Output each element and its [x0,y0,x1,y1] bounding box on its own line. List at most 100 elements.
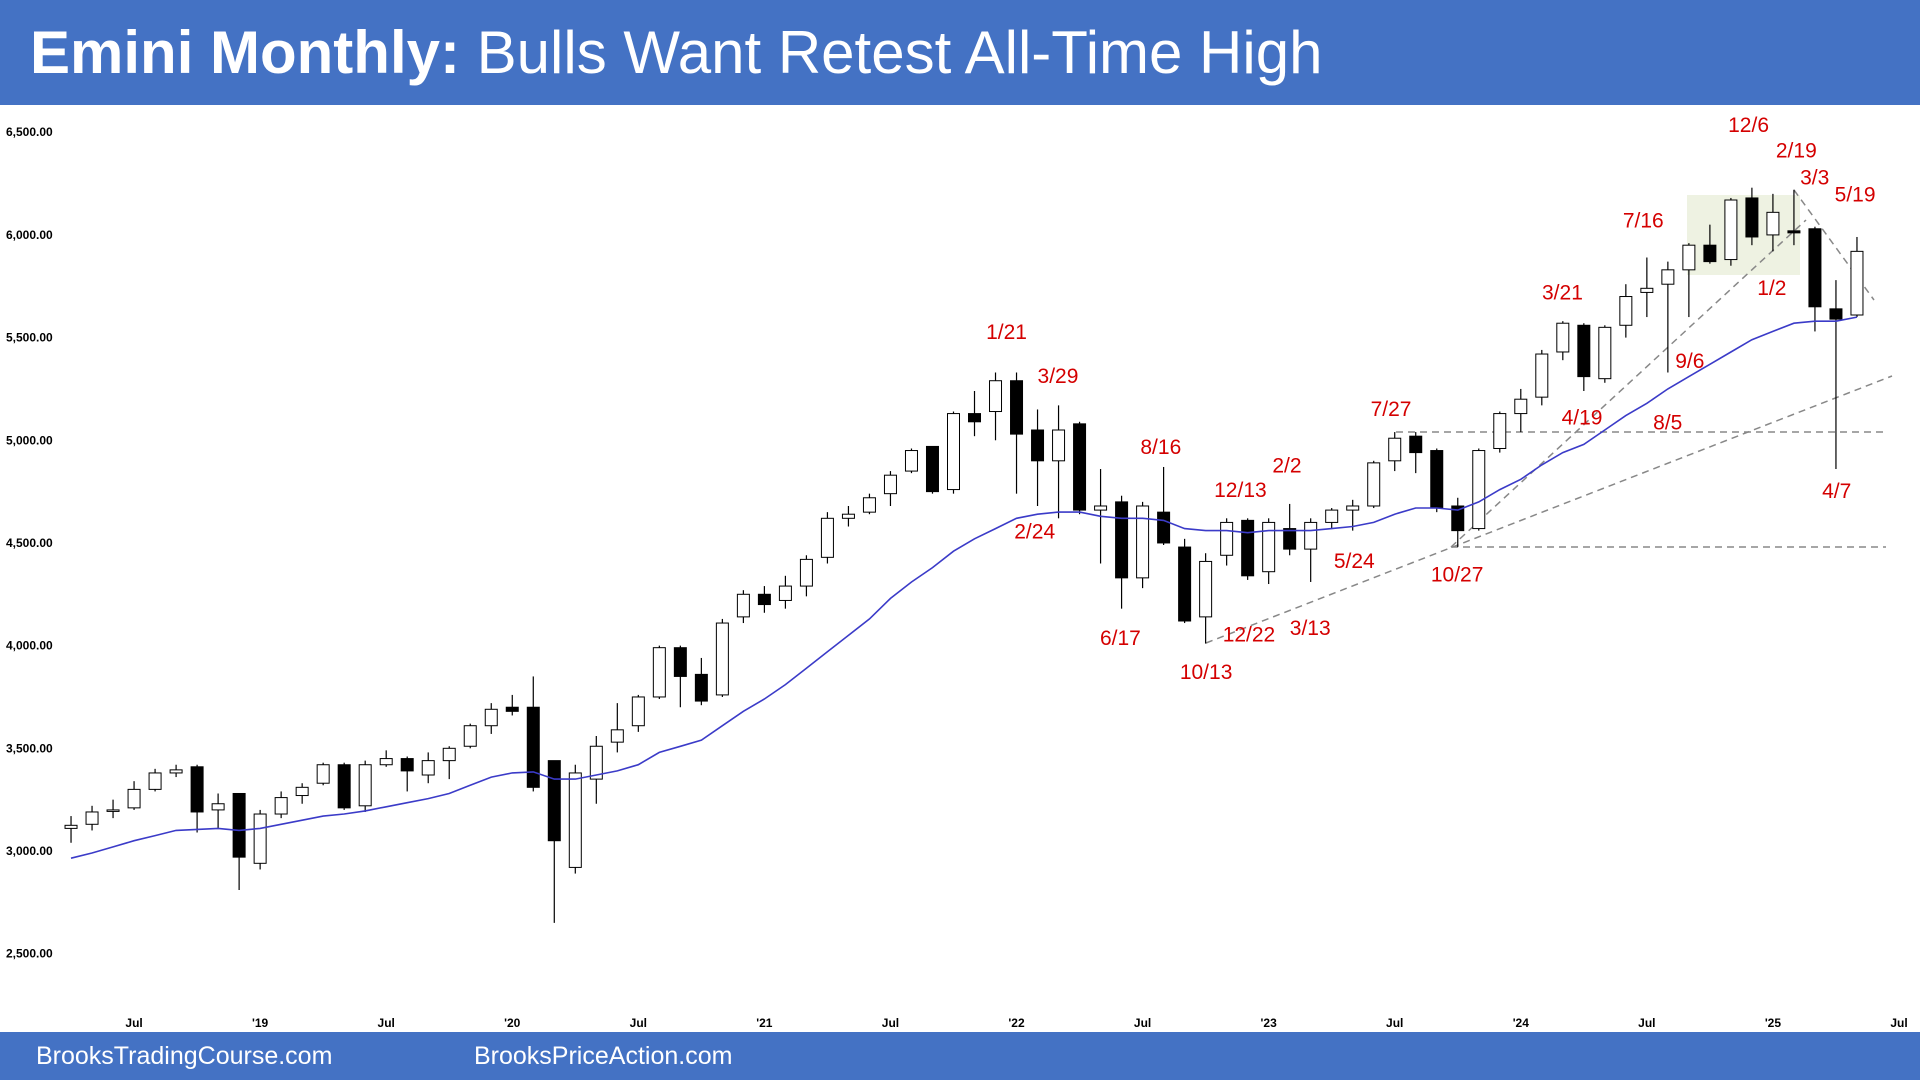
bull-candle [1325,509,1339,523]
bear-candle [526,706,540,788]
bull-candle [1304,521,1318,550]
annotation: 10/13 [1180,661,1233,684]
annotation: 12/13 [1214,479,1267,502]
bull-candle [1367,462,1381,507]
annotation: 3/29 [1038,365,1079,388]
bull-candle [589,745,603,780]
bull-candle [274,797,288,815]
title-text: Bulls Want Retest All-Time High [476,19,1323,86]
annotation: 4/19 [1562,407,1603,430]
bull-candle [1388,437,1402,462]
y-tick-label: 3,500.00 [6,741,53,755]
bull-candle [1262,521,1276,573]
x-tick-label: '24 [1513,1016,1530,1030]
bull-candle [1724,199,1738,261]
range-box [1687,195,1800,275]
ema-line [70,316,1858,859]
bull-candle [1514,398,1528,415]
x-tick-label: Jul [378,1016,395,1030]
bear-candle [1031,429,1045,462]
bull-candle [1535,353,1549,398]
bear-candle [1115,501,1129,579]
annotation: 10/27 [1431,563,1484,586]
bear-candle [1745,197,1759,238]
annotation: 7/27 [1371,398,1412,421]
bull-candle [421,760,435,776]
bull-candle [253,813,267,864]
bear-candle [1829,308,1843,320]
trend-line [1450,219,1807,548]
x-tick-label: Jul [882,1016,899,1030]
trend-line [1205,375,1893,644]
bear-candle [337,764,351,809]
bull-candle [1094,505,1108,511]
bull-candle [715,622,729,696]
bear-candle [547,760,561,842]
bear-candle [1283,528,1297,550]
bull-candle [631,696,645,727]
bear-candle [1430,450,1444,509]
annotation: 7/16 [1623,209,1664,232]
bull-candle [820,517,834,558]
bull-candle [1199,560,1213,618]
annotation: 2/24 [1014,520,1055,543]
y-tick-label: 6,000.00 [6,228,53,242]
annotation: 3/13 [1290,617,1331,640]
bull-candle [1661,269,1675,285]
bull-candle [736,593,750,618]
bull-candle [295,786,309,797]
x-tick-label: Jul [1134,1016,1151,1030]
bull-candle [862,497,876,513]
bull-candle [484,708,498,727]
bull-candle [211,803,225,811]
annotation: 1/2 [1757,277,1786,300]
bull-candle [106,809,120,812]
bull-candle [1472,450,1486,530]
bull-candle [1682,244,1696,271]
bear-candle [1178,546,1192,622]
bull-candle [778,585,792,601]
bull-candle [1619,296,1633,326]
x-tick-label: Jul [630,1016,647,1030]
bear-candle [400,758,414,772]
bull-candle [1136,505,1150,579]
y-tick-label: 6,500.00 [6,125,53,139]
annotation: 3/21 [1542,282,1583,305]
bear-candle [1157,511,1171,544]
annotation: 9/6 [1675,350,1704,373]
y-tick-label: 5,500.00 [6,331,53,345]
bull-candle [946,413,960,491]
bull-candle [841,513,855,519]
annotation: 8/16 [1140,436,1181,459]
bull-candle [904,450,918,472]
annotation: 6/17 [1100,627,1141,650]
annotation: 12/22 [1223,623,1276,646]
bull-candle [1346,505,1360,511]
x-tick-label: Jul [1890,1016,1907,1030]
y-tick-label: 4,500.00 [6,536,53,550]
bear-candle [1577,324,1591,378]
bull-candle [610,729,624,743]
y-tick-label: 3,000.00 [6,844,53,858]
bear-candle [1703,244,1717,263]
plot: 2,500.00 3,000.00 3,500.00 4,000.00 4,500.00… [6,114,1908,1030]
y-tick-label: 2,500.00 [6,947,53,961]
bull-candle [316,764,330,784]
x-tick-label: '21 [756,1016,773,1030]
bull-candle [652,647,666,698]
annotation: 5/19 [1835,184,1876,207]
bear-candle [694,673,708,702]
bear-candle [505,706,519,712]
bear-candle [1241,519,1255,577]
bull-candle [989,380,1003,413]
bull-candle [568,772,582,868]
bear-candle [968,413,982,423]
bull-candle [379,758,393,766]
x-tick-label: '22 [1008,1016,1025,1030]
bull-candle [1766,211,1780,236]
x-tick-label: Jul [1638,1016,1655,1030]
annotation: 8/5 [1653,411,1682,434]
x-tick-label: Jul [1386,1016,1403,1030]
bear-candle [925,445,939,493]
